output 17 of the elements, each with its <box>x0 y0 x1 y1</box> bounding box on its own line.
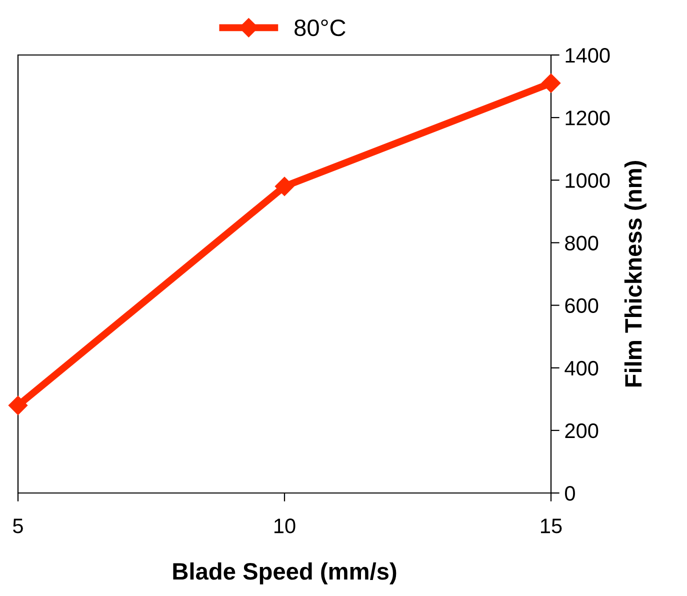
y-tick-label: 600 <box>565 298 598 314</box>
x-tick-label: 5 <box>13 518 23 534</box>
legend-label: 80°C <box>294 19 346 36</box>
y-tick-label: 800 <box>565 236 598 250</box>
point <box>541 74 561 93</box>
point <box>274 176 294 196</box>
y-tick-label: 1200 <box>566 110 610 126</box>
point <box>8 396 28 415</box>
y-axis-title: Film Thickness (nm) <box>624 161 646 387</box>
y-tick-label: 1400 <box>566 48 610 63</box>
x-axis-title: Blade Speed (mm/s) <box>173 562 396 584</box>
y-tick-label: 1000 <box>566 173 610 188</box>
x-tick-label: 15 <box>541 518 562 534</box>
x-tick-label: 10 <box>274 518 296 534</box>
y-tick-label: 400 <box>564 360 598 376</box>
y-tick-label: 200 <box>565 423 598 438</box>
y-tick-label: 0 <box>565 486 575 501</box>
